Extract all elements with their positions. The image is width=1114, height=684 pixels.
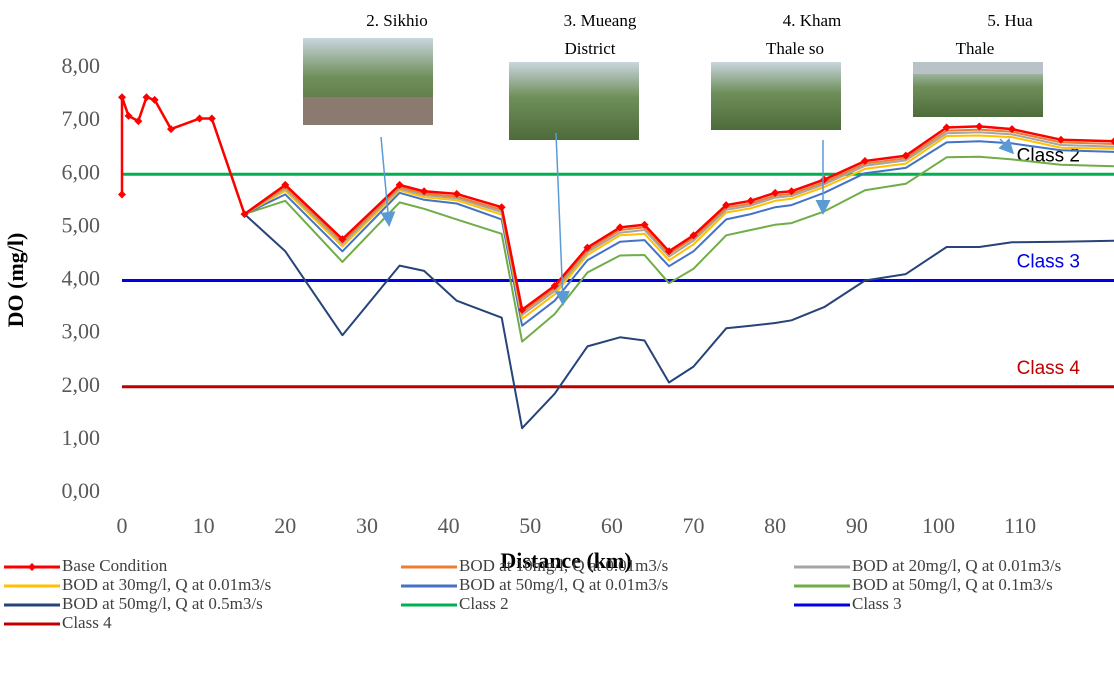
y-tick-label: 1,00 [62,425,101,450]
photo [711,62,841,130]
point-marker [281,180,290,189]
point-marker [550,281,559,290]
point-marker [166,125,175,134]
point-marker [901,151,910,160]
x-tick-label: 60 [601,513,623,538]
arrows [380,132,1015,306]
y-axis-label: DO (mg/l) [3,233,28,328]
y-tick-label: 0,00 [62,478,101,503]
point-marker [689,231,698,240]
photo-wall [303,97,433,125]
legend-marker [28,563,36,571]
point-marker [1007,125,1016,134]
legend-label: BOD at 30mg/l, Q at 0.01m3/s [62,575,271,594]
point-marker [820,175,829,184]
point-marker [518,305,527,314]
y-tick-label: 5,00 [62,212,101,237]
legend-label: BOD at 50mg/l, Q at 0.1m3/s [852,575,1053,594]
point-marker [240,210,249,219]
annotation: District [565,39,616,58]
y-tick-label: 8,00 [62,53,101,78]
point-marker [118,93,126,102]
annotation: 3. Mueang [564,11,637,30]
legend-label: BOD at 20mg/l, Q at 0.01m3/s [852,556,1061,575]
point-marker [195,114,204,123]
x-tick-label: 80 [764,513,786,538]
point-marker [787,187,796,196]
point-marker [207,114,216,123]
legend-label: Class 3 [852,594,902,613]
y-tick-label: 7,00 [62,106,101,131]
point-marker [452,189,461,198]
photos [303,38,1043,140]
arrow [555,132,570,306]
point-marker [338,235,347,244]
photo [509,62,639,140]
point-marker [124,111,133,120]
x-axis-label: Distance (km) [500,548,631,573]
series-line [121,96,1114,430]
y-tick-label: 3,00 [62,319,101,344]
point-marker [142,93,151,102]
point-marker [771,188,780,197]
legend-label: BOD at 10mg/l, Q at 0.01m3/s [459,556,668,575]
point-marker [420,187,429,196]
annotation: 4. Kham [783,11,842,30]
point-marker [150,95,159,104]
annotation: 2. Sikhio [366,11,427,30]
annotation: Thale so [766,39,824,58]
point-marker [134,117,143,126]
x-tick-label: 50 [519,513,541,538]
y-tick-label: 4,00 [62,266,101,291]
point-marker [118,190,126,199]
point-marker [746,196,755,205]
x-tick-label: 70 [683,513,705,538]
x-tick-label: 110 [1004,513,1036,538]
point-marker [497,203,506,212]
x-tick-label: 40 [438,513,460,538]
x-tick-label: 0 [117,513,128,538]
point-marker [616,223,625,232]
legend-label: BOD at 50mg/l, Q at 0.01m3/s [459,575,668,594]
x-tick-label: 20 [274,513,296,538]
point-marker [975,122,984,131]
point-marker [1056,135,1065,144]
arrow [998,138,1015,155]
class-label: Class 4 [1017,358,1081,379]
point-marker [583,243,592,252]
legend-label: Class 4 [62,613,112,632]
legend-label: BOD at 50mg/l, Q at 0.5m3/s [62,594,263,613]
y-tick-label: 6,00 [62,159,101,184]
point-marker [665,247,674,256]
x-tick-label: 10 [193,513,215,538]
legend-label: Base Condition [62,556,168,575]
photo-bridge [913,62,1043,74]
point-marker [860,156,869,165]
y-tick-label: 2,00 [62,372,101,397]
legend-label: Class 2 [459,594,509,613]
annotation: 5. Hua [987,11,1033,30]
point-marker [395,180,404,189]
annotation: Thale [956,39,995,58]
x-tick-label: 90 [846,513,868,538]
point-marker [722,201,731,210]
point-marker [942,123,951,132]
arrow [380,136,396,227]
class-label: Class 3 [1017,252,1080,273]
point-marker [640,220,649,229]
point-marker [1110,137,1114,146]
x-tick-label: 30 [356,513,378,538]
x-tick-label: 100 [922,513,955,538]
